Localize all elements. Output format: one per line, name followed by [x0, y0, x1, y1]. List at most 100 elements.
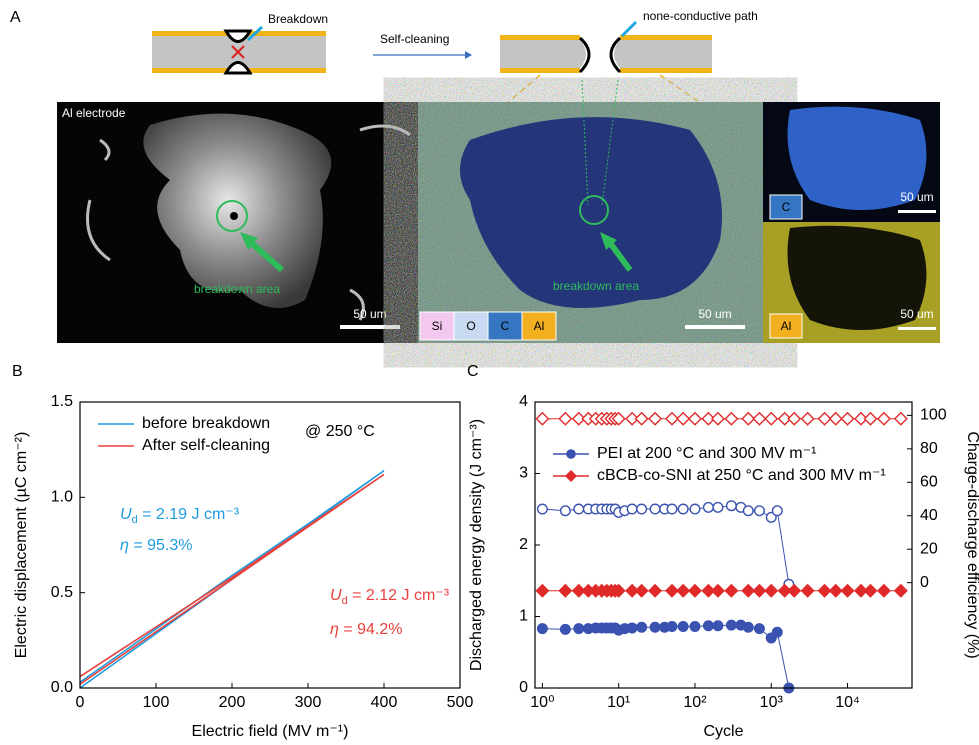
marker [853, 411, 868, 426]
breakdown-spot [230, 212, 238, 220]
marker [701, 583, 716, 598]
element-key [769, 194, 803, 220]
marker [626, 622, 638, 634]
marker [771, 626, 783, 638]
edge [609, 36, 622, 74]
scale-bar-label: 50 um [900, 190, 933, 204]
plot-area [535, 411, 908, 694]
schematic: Breakdown Self-cleaning none-conductive … [152, 9, 758, 136]
marker [701, 411, 716, 426]
element-key [521, 311, 557, 341]
marker [535, 583, 550, 598]
marker [677, 621, 689, 633]
y2-tick-label: 100 [920, 407, 947, 424]
arrow-head [465, 51, 472, 59]
schematic-label: none-conductive path [643, 9, 758, 23]
marker [665, 583, 679, 598]
annotation: Ud = 2.19 J cm⁻³ [120, 506, 240, 526]
plot-frame [79, 401, 461, 689]
marker [571, 411, 586, 426]
series-line [542, 505, 790, 585]
annotation-symbol: η [120, 537, 129, 554]
y2-tick-label: 0 [920, 574, 929, 591]
marker [741, 583, 756, 598]
x-tick-label: 0 [76, 694, 85, 711]
x-tick-label: 300 [295, 694, 322, 711]
debris [86, 124, 411, 321]
y2-tick-label: 60 [920, 473, 938, 490]
marker [725, 619, 737, 631]
marker [725, 500, 737, 512]
annotation-symbol: U [120, 506, 132, 523]
element-key [453, 311, 489, 341]
scale-bar [685, 325, 745, 329]
annotation: Ud = 2.12 J cm⁻³ [330, 587, 450, 607]
marker [764, 411, 779, 426]
plot-frame [534, 401, 913, 689]
electrode [500, 68, 580, 73]
element-label: Al [534, 319, 545, 333]
marker [777, 411, 792, 426]
marker [828, 411, 843, 426]
annotation: η = 95.3% [120, 537, 193, 554]
arrow [605, 238, 633, 272]
marker [753, 505, 765, 517]
annotation-text: @ 250 °C [305, 423, 375, 440]
annotation-subscript: d [132, 514, 138, 526]
x-tick-label: 10¹ [607, 694, 630, 711]
marker [625, 583, 640, 598]
marker [536, 623, 548, 635]
marker [828, 583, 843, 598]
marker [676, 583, 691, 598]
element-label: O [466, 319, 475, 333]
marker [724, 411, 739, 426]
marker [687, 583, 702, 598]
arrow-head [600, 232, 617, 250]
marker [536, 503, 548, 515]
annotation-symbol: η [330, 621, 339, 638]
marker [666, 503, 678, 515]
marker [573, 503, 585, 515]
eds-image: breakdown area Si O C Al 50 um [418, 79, 763, 343]
schematic-label: Breakdown [268, 12, 328, 26]
x-axis-label: Cycle [703, 723, 743, 740]
series-line [542, 624, 790, 688]
marker [712, 501, 724, 513]
carbon-region [787, 106, 927, 210]
y-tick-label: 4 [519, 393, 528, 410]
x-axis-label: Electric field (MV m⁻¹) [192, 723, 349, 740]
marker [665, 411, 679, 426]
marker [863, 411, 878, 426]
x-tick-label: 500 [447, 694, 474, 711]
electrode [620, 68, 712, 73]
electrode [500, 35, 580, 40]
marker [753, 623, 765, 635]
scale-bar-label: 50 um [900, 307, 933, 321]
marker [787, 583, 802, 598]
x-tick-label: 100 [143, 694, 170, 711]
marker [840, 411, 855, 426]
marker [636, 503, 648, 515]
y-tick-label: 0.0 [51, 679, 73, 696]
marker [741, 411, 756, 426]
marker [817, 583, 832, 598]
spark [231, 45, 245, 59]
element-key [487, 311, 523, 341]
arrow [246, 237, 284, 273]
element-label: Si [432, 319, 443, 333]
carbon-region [460, 117, 722, 308]
marker [863, 583, 878, 598]
marker [764, 583, 779, 598]
y-axis-label: Electric displacement (µC cm⁻²) [13, 432, 30, 659]
element-label: Al [781, 319, 792, 333]
marker [535, 411, 550, 426]
arrow [620, 20, 638, 38]
legend-label: After self-cleaning [142, 437, 270, 454]
y-tick-label: 2 [519, 536, 528, 553]
marker [742, 505, 754, 517]
marker [876, 583, 891, 598]
marker [649, 621, 661, 633]
marker [689, 503, 701, 515]
highlight-circle [216, 200, 248, 232]
y2-tick-label: 40 [920, 507, 938, 524]
